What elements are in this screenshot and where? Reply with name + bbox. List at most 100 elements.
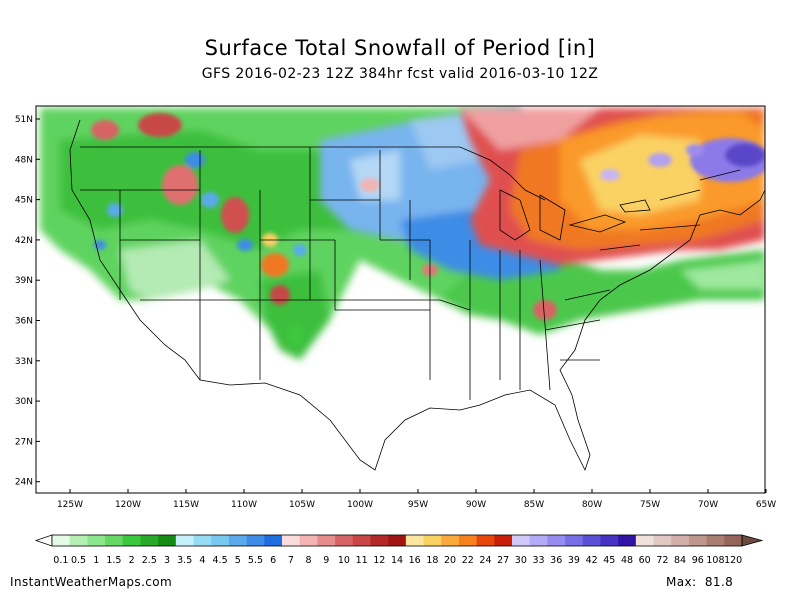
- lat-label: 33N: [15, 357, 33, 367]
- colorbar-label: 12: [373, 555, 385, 566]
- colorbar-swatch: [299, 535, 318, 546]
- colorbar-label: 0.1: [53, 555, 68, 566]
- colorbar-swatch: [724, 535, 743, 546]
- max-readout: Max: 81.8: [666, 575, 733, 589]
- colorbar-label: 120: [724, 555, 742, 566]
- lat-label: 24N: [15, 478, 33, 488]
- colorbar-label: 45: [603, 555, 615, 566]
- map-frame: [35, 105, 766, 494]
- colorbar-label: 22: [462, 555, 474, 566]
- colorbar-swatch: [547, 535, 566, 546]
- colorbar-swatch: [211, 535, 230, 546]
- colorbar-swatch: [105, 535, 124, 546]
- lat-label: 48N: [15, 155, 33, 165]
- max-label: Max:: [666, 575, 697, 589]
- colorbar-swatch: [476, 535, 495, 546]
- colorbar-swatch: [52, 535, 70, 546]
- colorbar-swatch: [140, 535, 159, 546]
- colorbar-swatch: [405, 535, 424, 546]
- colorbar-label: 14: [391, 555, 403, 566]
- lon-label: 125W: [57, 500, 83, 510]
- map-title: Surface Total Snowfall of Period [in]: [204, 36, 596, 60]
- lon-label: 120W: [115, 500, 141, 510]
- lat-label: 30N: [15, 397, 33, 407]
- colorbar-swatch: [352, 535, 371, 546]
- colorbar-swatch: [388, 535, 407, 546]
- colorbar-label: 24: [479, 555, 491, 566]
- colorbar-swatch: [618, 535, 637, 546]
- lat-axis: 51N 48N 45N 42N 39N 36N 33N 30N 27N 24N: [15, 115, 40, 488]
- colorbar-swatch: [706, 535, 725, 546]
- lat-label: 45N: [15, 196, 33, 206]
- colorbar-label: 2.5: [142, 555, 157, 566]
- colorbar-label: 33: [532, 555, 544, 566]
- colorbar-swatch: [565, 535, 584, 546]
- colorbar-label: 11: [356, 555, 368, 566]
- colorbar-swatch: [335, 535, 354, 546]
- lon-label: 85W: [524, 500, 544, 510]
- lat-label: 42N: [15, 236, 33, 246]
- colorbar-label: 30: [515, 555, 527, 566]
- colorbar-label: 3.5: [177, 555, 192, 566]
- colorbar-label: 27: [497, 555, 509, 566]
- colorbar-label: 1.5: [106, 555, 121, 566]
- colorbar-label: 96: [692, 555, 704, 566]
- colorbar-swatch: [193, 535, 212, 546]
- colorbar-label: 5.5: [248, 555, 263, 566]
- colorbar-swatch: [512, 535, 530, 546]
- lon-label: 105W: [289, 500, 315, 510]
- colorbar-swatch: [87, 535, 106, 546]
- lon-label: 90W: [466, 500, 486, 510]
- lon-label: 75W: [640, 500, 660, 510]
- colorbar-swatch: [653, 535, 672, 546]
- state-borders: [69, 119, 765, 472]
- lon-label: 65W: [756, 500, 776, 510]
- colorbar-label: 6: [270, 555, 276, 566]
- lat-label: 36N: [15, 317, 33, 327]
- colorbar: 0.1 0.5 1 1.5 2 2.5 3 3.5 4 4.5 5 5.5 6 7 8 9 10 11 12 14 16…: [34, 534, 764, 566]
- colorbar-label: 84: [674, 555, 686, 566]
- colorbar-swatch: [122, 535, 141, 546]
- colorbar-label: 36: [550, 555, 562, 566]
- colorbar-label: 5: [235, 555, 241, 566]
- lat-label: 27N: [15, 437, 33, 447]
- colorbar-left-arrow: [34, 534, 53, 547]
- colorbar-swatch: [264, 535, 283, 546]
- colorbar-swatch: [582, 535, 601, 546]
- colorbar-swatch: [69, 535, 88, 546]
- colorbar-swatch: [175, 535, 194, 546]
- colorbar-swatch: [282, 535, 300, 546]
- colorbar-label: 4: [199, 555, 205, 566]
- map-subtitle: GFS 2016-02-23 12Z 384hr fcst valid 2016…: [201, 66, 599, 82]
- colorbar-label: 60: [639, 555, 651, 566]
- colorbar-label: 72: [656, 555, 668, 566]
- colorbar-swatch: [423, 535, 442, 546]
- colorbar-label: 2: [129, 555, 135, 566]
- colorbar-label: 48: [621, 555, 633, 566]
- colorbar-label: 7: [288, 555, 294, 566]
- colorbar-label: 20: [444, 555, 456, 566]
- colorbar-swatch: [671, 535, 690, 546]
- colorbar-label: 16: [409, 555, 421, 566]
- colorbar-label: 9: [323, 555, 329, 566]
- colorbar-swatch: [600, 535, 619, 546]
- colorbar-swatch: [370, 535, 389, 546]
- lat-label: 39N: [15, 276, 33, 286]
- lon-axis: 125W 120W 115W 110W 105W 100W 95W 90W 85W 80W 75W 7…: [57, 489, 776, 510]
- colorbar-label: 0.5: [71, 555, 86, 566]
- source-label: InstantWeatherMaps.com: [10, 575, 173, 589]
- colorbar-swatch: [228, 535, 247, 546]
- lon-label: 115W: [173, 500, 199, 510]
- colorbar-swatch: [441, 535, 460, 546]
- colorbar-swatch: [635, 535, 654, 546]
- max-value: 81.8: [704, 575, 734, 589]
- colorbar-label: 10: [338, 555, 350, 566]
- colorbar-label: 18: [426, 555, 438, 566]
- lon-label: 80W: [582, 500, 602, 510]
- snowfall-field: [40, 108, 765, 360]
- colorbar-right-arrow: [741, 534, 764, 547]
- colorbar-label: 39: [568, 555, 580, 566]
- colorbar-swatch: [158, 535, 177, 546]
- colorbar-label: 8: [306, 555, 312, 566]
